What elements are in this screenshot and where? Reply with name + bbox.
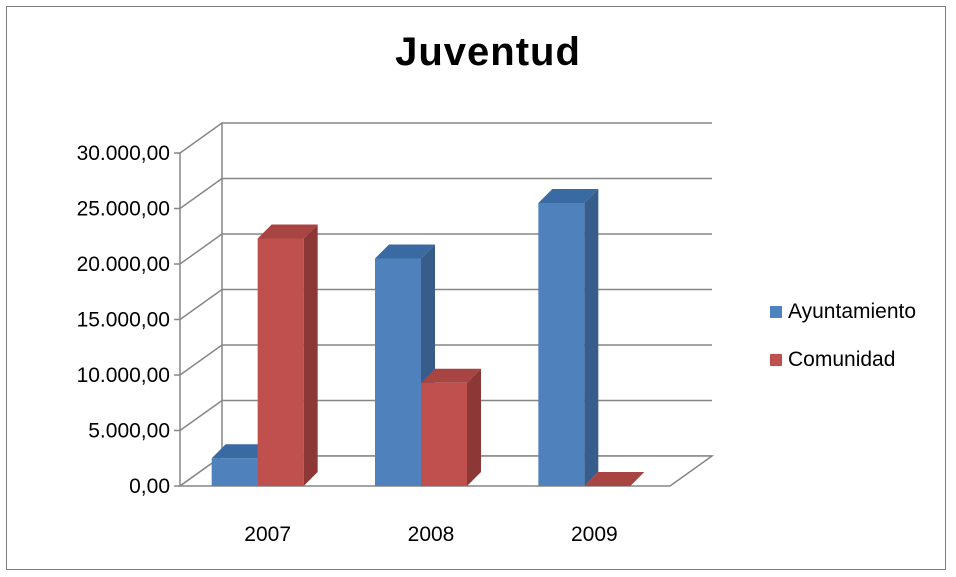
legend-swatch — [770, 354, 782, 366]
bar-side — [303, 224, 318, 486]
y-tick-label: 5.000,00 — [88, 420, 170, 443]
legend-swatch — [770, 306, 782, 318]
y-tick-label: 10.000,00 — [77, 364, 170, 387]
bars — [211, 188, 645, 486]
y-tick-label: 20.000,00 — [77, 253, 170, 276]
bar-top — [211, 444, 272, 459]
x-tick-label: 2008 — [408, 523, 455, 546]
x-tick-label: 2007 — [244, 523, 291, 546]
legend-label: Comunidad — [788, 348, 896, 371]
legend-label: Ayuntamiento — [788, 300, 917, 323]
gridline — [179, 122, 712, 154]
bar-top — [421, 368, 481, 383]
bar-ayuntamiento-2009 — [538, 202, 585, 486]
bar-top — [375, 244, 435, 259]
bar-comunidad-2007 — [257, 238, 304, 486]
bar-side — [467, 368, 481, 486]
legend-item-ayuntamiento: Ayuntamiento — [770, 299, 916, 325]
y-tick-label: 15.000,00 — [77, 309, 170, 332]
bar-top — [257, 224, 318, 239]
bar-top — [538, 188, 599, 203]
y-tick-label: 0,00 — [129, 475, 170, 498]
y-tick-label: 30.000,00 — [77, 142, 170, 165]
legend-item-comunidad: Comunidad — [770, 347, 895, 373]
bar-ayuntamiento-2008 — [375, 258, 421, 486]
bar-ayuntamiento-2007 — [211, 458, 258, 486]
tick-labels: 0,00 5.000,00 10.000,00 15.000,00 20.000,00 2… — [77, 142, 618, 546]
bar-top — [584, 472, 645, 486]
x-tick-label: 2009 — [571, 523, 618, 546]
y-tick-label: 25.000,00 — [77, 198, 170, 221]
bar-comunidad-2008 — [421, 382, 467, 486]
chart-title: Juventud — [395, 30, 581, 74]
gridline — [179, 177, 712, 210]
bar-side — [584, 188, 599, 486]
